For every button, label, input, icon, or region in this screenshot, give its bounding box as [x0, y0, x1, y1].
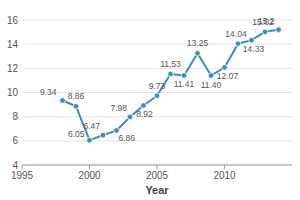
data-point	[276, 27, 282, 33]
data-point	[73, 103, 79, 109]
x-tick-label: 2010	[213, 170, 236, 181]
y-tick-label: 12	[7, 63, 19, 74]
data-point	[60, 98, 66, 104]
x-tick-label: 2000	[78, 170, 101, 181]
y-tick-label: 4	[12, 160, 18, 171]
data-point	[181, 73, 187, 79]
data-line	[63, 30, 279, 141]
grid-line	[22, 116, 292, 117]
data-label: 9.34	[40, 87, 57, 97]
data-label: 11.41	[174, 79, 195, 89]
data-label: 11.53	[160, 59, 181, 69]
y-tick-label: 16	[7, 15, 19, 26]
x-tick	[224, 165, 225, 169]
data-point	[208, 73, 214, 79]
x-tick	[89, 165, 90, 169]
data-point	[249, 37, 255, 43]
data-label: 7.98	[110, 103, 127, 113]
data-label: 12.07	[217, 71, 239, 81]
data-label: 13.25	[187, 38, 209, 48]
y-tick-label: 10	[7, 87, 19, 98]
data-point	[168, 71, 174, 77]
data-label: 14.04	[225, 29, 247, 39]
y-tick-label: 6	[12, 135, 18, 146]
data-label: 9.73	[149, 81, 166, 91]
data-label: 6.47	[83, 121, 100, 131]
data-point	[114, 128, 120, 134]
data-point	[154, 93, 160, 99]
data-label: 15.2	[258, 16, 275, 26]
chart-svg: 4 6 8 10 12 14 16 1995 2000 2005 2010 Year 9.34 8.86 6…	[0, 0, 300, 200]
plot-group	[60, 27, 282, 143]
y-tick-label: 14	[7, 39, 19, 50]
data-point	[127, 114, 133, 120]
data-point	[222, 65, 228, 71]
data-point	[235, 41, 241, 47]
x-axis-label: Year	[145, 184, 169, 196]
x-tick	[157, 165, 158, 169]
data-label: 6.86	[119, 133, 136, 143]
data-label: 6.05	[68, 129, 85, 139]
data-label: 8.86	[68, 91, 85, 101]
data-label: 8.92	[136, 109, 153, 119]
data-label: 14.33	[243, 44, 265, 54]
x-tick-label: 2005	[146, 170, 169, 181]
x-tick	[22, 165, 23, 169]
data-point	[195, 50, 201, 56]
data-point	[141, 103, 147, 109]
chart-container: 4 6 8 10 12 14 16 1995 2000 2005 2010 Year 9.34 8.86 6…	[0, 0, 300, 200]
y-tick-label: 8	[12, 111, 18, 122]
grid-line	[22, 68, 292, 69]
data-point	[262, 29, 268, 35]
grid-line	[22, 140, 292, 141]
x-tick-label: 1995	[11, 170, 34, 181]
data-point	[100, 132, 106, 138]
data-point	[87, 137, 93, 143]
